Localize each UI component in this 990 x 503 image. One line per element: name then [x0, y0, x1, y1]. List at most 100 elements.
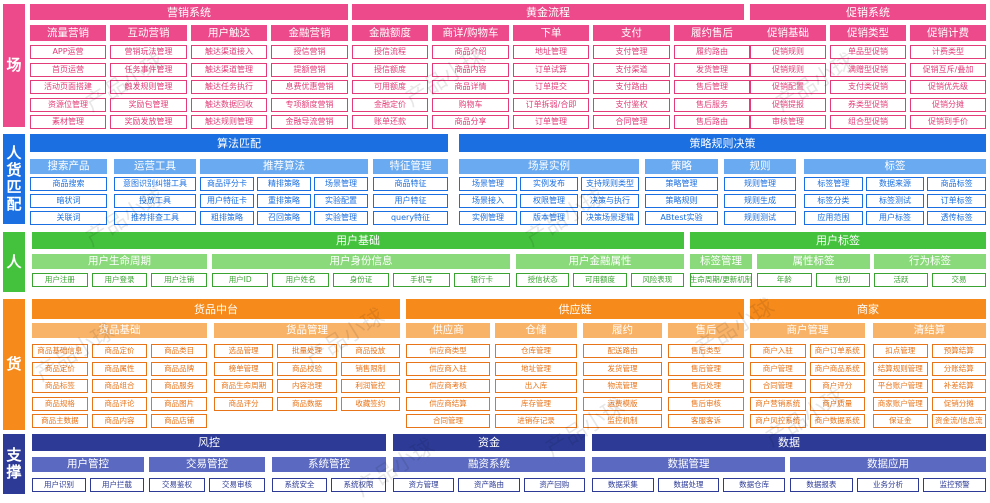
- capability-item: 商品图片: [151, 396, 207, 411]
- capability-item: 订单管理: [513, 115, 589, 129]
- capability-item: 商户评分: [809, 379, 865, 393]
- capability-item: 业务分析: [856, 478, 920, 492]
- capability-item: 商户质量: [809, 396, 865, 411]
- capability-item: 精排策略: [257, 177, 311, 191]
- capability-item: 商品生命周期: [214, 379, 274, 393]
- capability-item: 促销提报: [750, 97, 826, 112]
- capability-item: 暗状词: [30, 194, 107, 208]
- capability-item: 授信营销: [271, 45, 348, 59]
- capability-item: 订单标签: [927, 194, 986, 208]
- capability-item: 交易鉴权: [149, 478, 205, 492]
- capability-item: 推荐排查工具: [114, 211, 196, 225]
- capability-item: 券类型促销: [830, 97, 906, 112]
- capability-item: 商品店铺: [151, 414, 207, 428]
- capability-item: 规则测试: [724, 211, 796, 225]
- capability-item: 数据处理: [657, 478, 720, 492]
- capability-item: 风险表现: [630, 273, 684, 287]
- capability-item: 促销到手价: [910, 115, 986, 129]
- capability-item: 客服客诉: [668, 414, 744, 428]
- capability-item: 用户登录: [91, 273, 148, 287]
- capability-item: 资金流/信息流: [931, 414, 986, 428]
- capability-item: 售后管理: [674, 80, 750, 94]
- capability-item: 促销互斥/叠加: [910, 62, 986, 77]
- module-header: 交易管控: [149, 457, 265, 472]
- capability-item: 提额营销: [271, 62, 348, 77]
- capability-item: 商品品牌: [151, 361, 207, 376]
- module-header: 行为标签: [874, 254, 986, 269]
- capability-item: 资源位管理: [30, 97, 106, 112]
- capability-item: 商品详情: [432, 80, 509, 94]
- capability-item: 商品内容: [432, 62, 509, 77]
- capability-item: 售后处理: [668, 379, 744, 393]
- module-header: 货品基础: [32, 323, 207, 338]
- capability-item: 售后路由: [674, 115, 750, 129]
- capability-item: 版本管理: [520, 211, 578, 225]
- capability-item: 供应商类型: [406, 344, 490, 358]
- capability-item: 决策场景逻辑: [581, 211, 639, 225]
- capability-item: 数据报表: [790, 478, 853, 492]
- module-header: 履约售后: [674, 25, 750, 41]
- module-header: 互动营销: [110, 25, 187, 41]
- module-header: 用户生命周期: [32, 254, 207, 269]
- capability-item: 合同管理: [750, 379, 806, 393]
- capability-item: ABtest实验: [645, 211, 718, 225]
- capability-item: 榜单管理: [214, 361, 274, 376]
- capability-item: 手机号: [393, 273, 450, 287]
- capability-item: 补差结算: [931, 379, 986, 393]
- section-header: 用户标签: [690, 232, 986, 249]
- capability-item: 促销分摊: [910, 97, 986, 112]
- capability-item: 标签测试: [865, 194, 925, 208]
- module-header: 规则: [724, 159, 796, 174]
- capability-item: 用户ID: [212, 273, 269, 287]
- module-header: 标签: [804, 159, 986, 174]
- module-header: 仓储: [495, 323, 577, 338]
- section-header: 风控: [32, 434, 386, 451]
- capability-item: 商品特征: [373, 177, 448, 191]
- capability-item: query特征: [373, 211, 448, 225]
- module-header: 数据应用: [790, 457, 986, 472]
- capability-item: 选品管理: [214, 344, 274, 358]
- capability-item: 首页运营: [30, 62, 106, 77]
- capability-item: 商品属性: [91, 361, 148, 376]
- capability-item: 平台账户管理: [873, 379, 928, 393]
- capability-item: 实例发布: [520, 177, 578, 191]
- module-header: 清结算: [873, 323, 986, 338]
- capability-item: 标签管理: [804, 177, 863, 191]
- capability-item: 可用额度: [573, 273, 627, 287]
- capability-item: 供应商入驻: [406, 361, 490, 376]
- capability-item: 发货管理: [583, 361, 662, 376]
- capability-item: 数据采集: [592, 478, 654, 492]
- module-header: 供应商: [406, 323, 490, 338]
- module-header: 商详/购物车: [432, 25, 509, 41]
- capability-item: 系统安全: [272, 478, 327, 492]
- capability-item: 商户风控系统: [750, 414, 806, 428]
- capability-item: 商品搜索: [30, 177, 107, 191]
- capability-item: 售后类型: [668, 344, 744, 358]
- capability-item: 银行卡: [453, 273, 510, 287]
- capability-item: 用户标签: [865, 211, 925, 225]
- capability-item: 可用额度: [352, 80, 428, 94]
- capability-item: 实验管理: [314, 211, 368, 225]
- module-header: 策略: [645, 159, 718, 174]
- capability-item: 资产回购: [523, 478, 585, 492]
- capability-item: 商户商品系统: [809, 361, 865, 376]
- capability-item: 商品类目: [151, 344, 207, 358]
- capability-item: 商品分享: [432, 115, 509, 129]
- capability-item: 任务事件管理: [110, 62, 187, 77]
- capability-item: 支付渠道: [593, 62, 670, 77]
- capability-item: 促销规则: [750, 45, 826, 59]
- capability-item: 商品评分: [214, 396, 274, 411]
- capability-item: 单品型促销: [830, 45, 906, 59]
- capability-item: 用户注销: [151, 273, 207, 287]
- module-header: 履约: [583, 323, 662, 338]
- row-label-huo: 货: [3, 299, 25, 430]
- capability-item: 资产路由: [458, 478, 520, 492]
- capability-item: 用户识别: [32, 478, 86, 492]
- capability-item: 商品服务: [151, 379, 207, 393]
- capability-item: 进销存记录: [495, 414, 577, 428]
- module-header: 系统管控: [272, 457, 386, 472]
- capability-item: 生命周期/更新机制: [690, 273, 752, 287]
- module-header: 促销基础: [750, 25, 826, 41]
- capability-item: 策略规则: [645, 194, 718, 208]
- capability-item: 年龄: [757, 273, 812, 287]
